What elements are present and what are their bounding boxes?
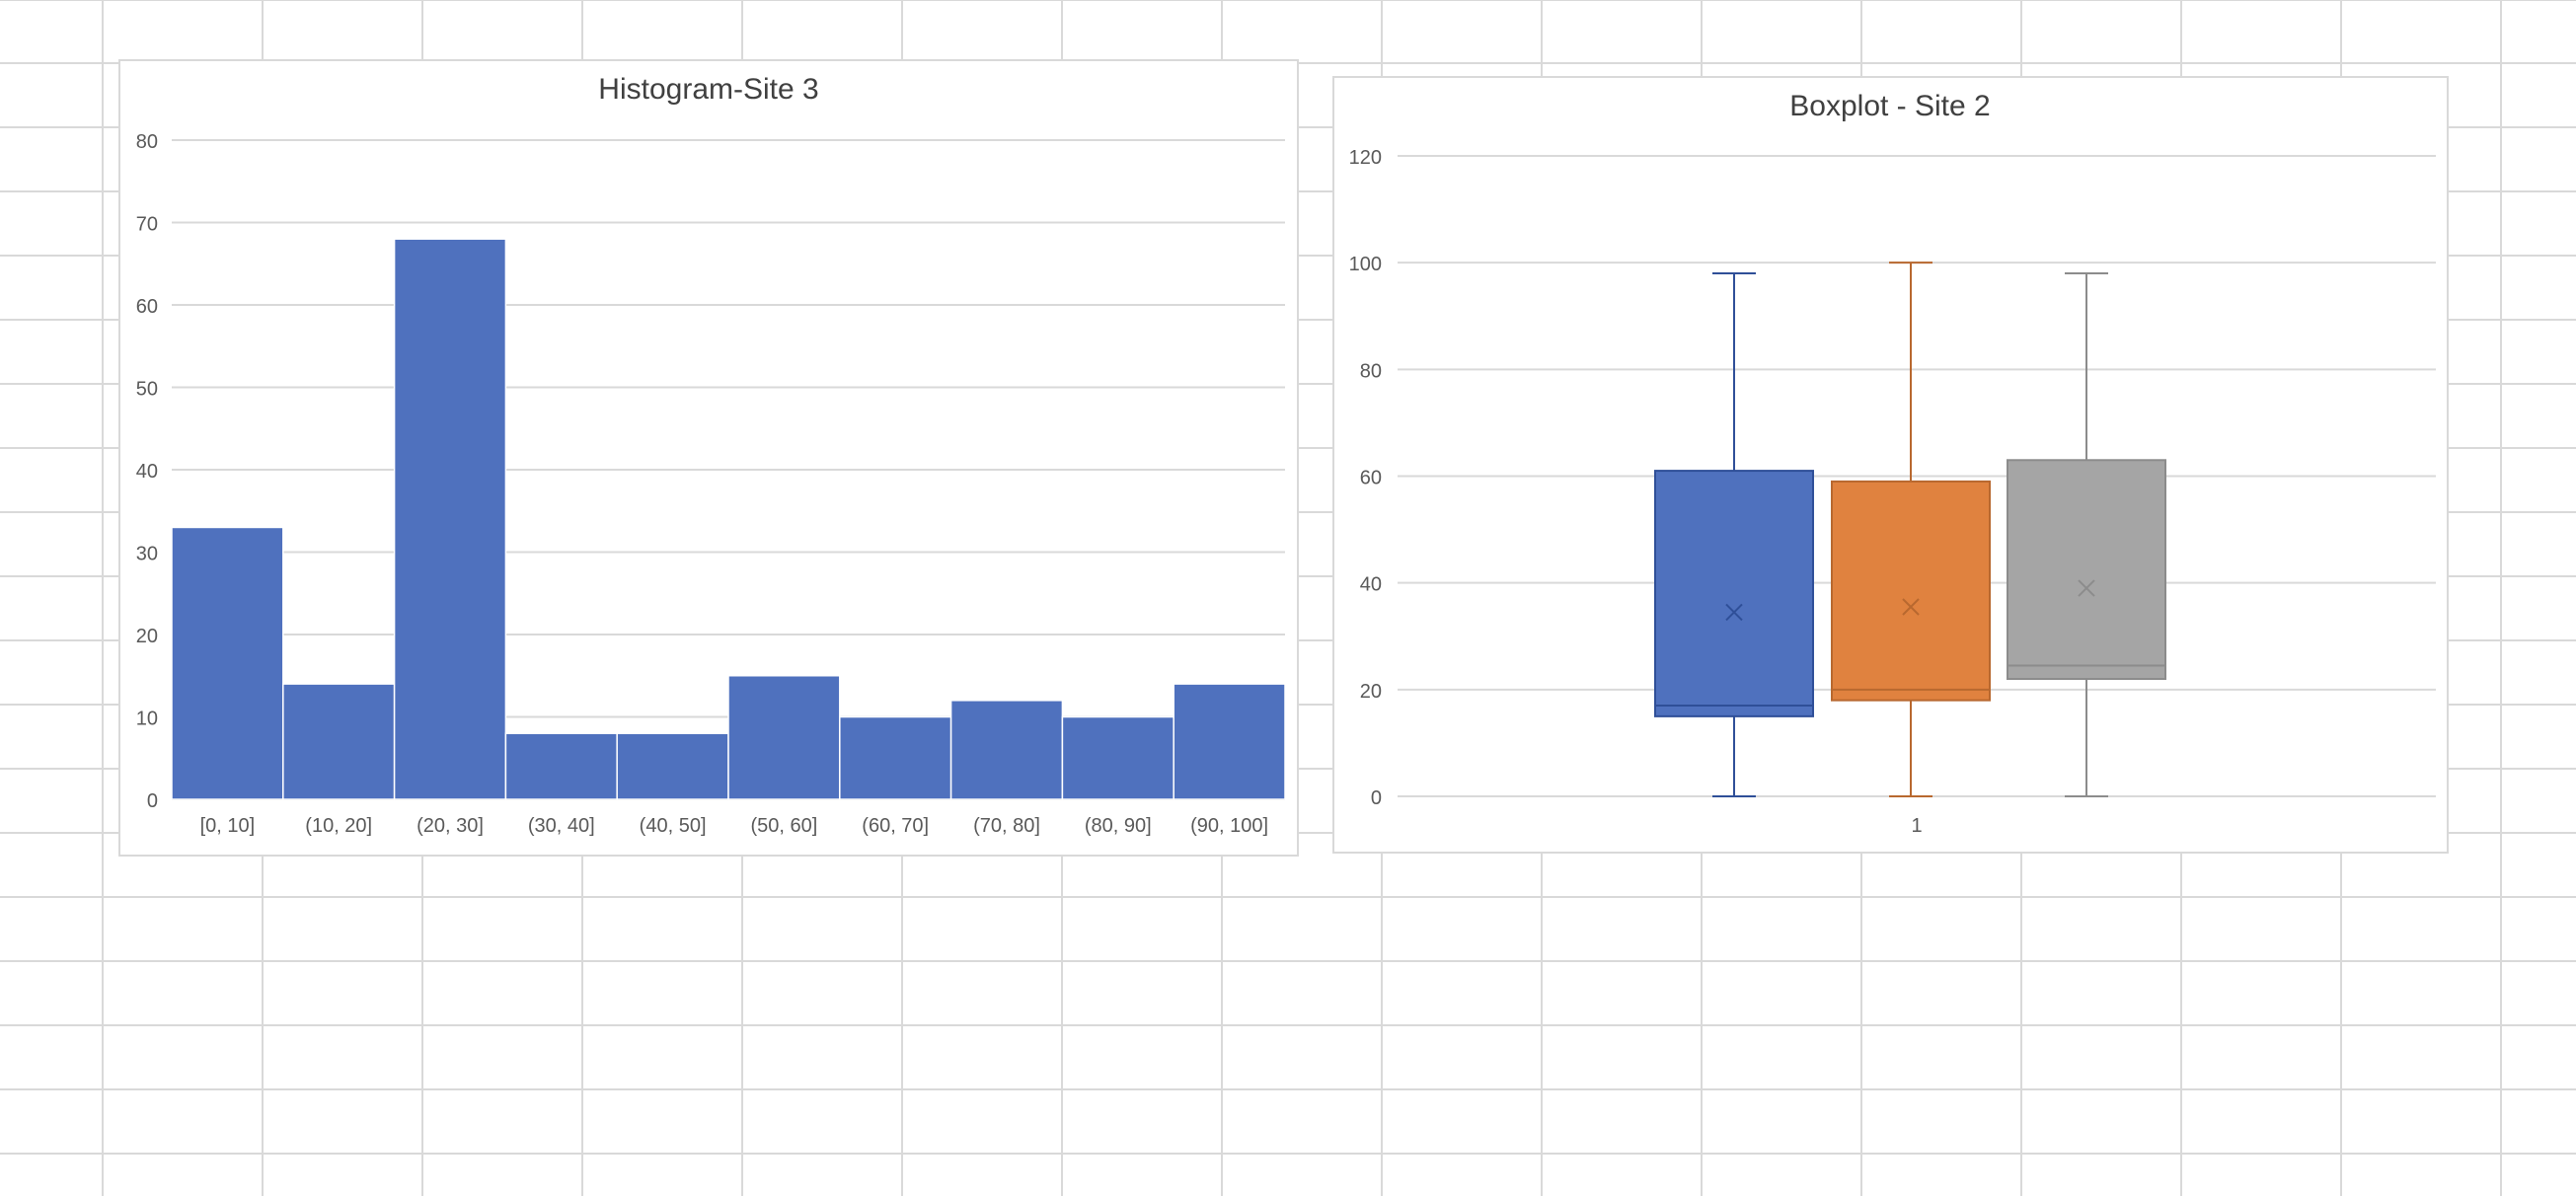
y-tick-label: 60 <box>1360 468 1382 489</box>
y-tick-label: 100 <box>1349 254 1382 275</box>
y-tick-label: 60 <box>136 296 158 318</box>
histogram-bar <box>393 238 507 800</box>
histogram-bar <box>949 700 1064 800</box>
x-tick-label: (90, 100] <box>1190 815 1268 837</box>
y-tick-label: 30 <box>136 544 158 565</box>
y-tick-label: 40 <box>1360 574 1382 596</box>
x-tick-label: (80, 90] <box>1085 815 1152 837</box>
y-tick-label: 20 <box>136 626 158 647</box>
histogram-bar <box>1173 683 1286 800</box>
box <box>2007 459 2166 681</box>
y-tick-label: 40 <box>136 461 158 483</box>
histogram-bar <box>727 675 841 800</box>
histogram-bar <box>1061 715 1174 800</box>
histogram-bar <box>171 526 284 800</box>
y-tick-label: 0 <box>1371 787 1382 809</box>
histogram-chart[interactable]: Histogram-Site 3 0 10 20 30 40 50 60 70 80 [0, 10… <box>118 59 1299 857</box>
y-tick-label: 80 <box>1360 360 1382 382</box>
y-tick-label: 0 <box>147 790 158 812</box>
box <box>1831 480 1991 702</box>
histogram-bar <box>282 683 396 800</box>
histogram-bar <box>839 715 952 800</box>
x-tick-label: 1 <box>1911 815 1922 837</box>
mean-marker <box>1902 598 1920 616</box>
histogram-plot: Histogram-Site 3 0 10 20 30 40 50 60 70 80 [0, 10… <box>136 73 1286 837</box>
box <box>1654 470 1814 717</box>
x-tick-label: (10, 20] <box>305 815 372 837</box>
x-tick-label: (50, 60] <box>750 815 817 837</box>
y-tick-label: 50 <box>136 379 158 401</box>
x-tick-label: (70, 80] <box>973 815 1040 837</box>
histogram-bar <box>616 732 729 800</box>
x-tick-label: (30, 40] <box>528 815 595 837</box>
mean-marker <box>1725 603 1743 622</box>
y-tick-label: 10 <box>136 709 158 730</box>
mean-marker <box>2078 579 2095 597</box>
boxplot-plot: Boxplot - Site 2 0 20 40 60 80 100 120 1 <box>1349 90 2436 837</box>
boxplot-chart[interactable]: Boxplot - Site 2 0 20 40 60 80 100 120 1 <box>1332 76 2449 854</box>
y-tick-label: 20 <box>1360 681 1382 703</box>
histogram-bar <box>504 732 618 800</box>
chart-title: Boxplot - Site 2 <box>1789 90 1990 122</box>
x-tick-label: [0, 10] <box>200 815 256 837</box>
chart-title: Histogram-Site 3 <box>598 73 818 106</box>
y-tick-label: 120 <box>1349 147 1382 169</box>
y-tick-label: 70 <box>136 214 158 236</box>
x-tick-label: (60, 70] <box>862 815 929 837</box>
x-tick-label: (20, 30] <box>417 815 484 837</box>
y-tick-label: 80 <box>136 131 158 153</box>
x-tick-label: (40, 50] <box>640 815 707 837</box>
